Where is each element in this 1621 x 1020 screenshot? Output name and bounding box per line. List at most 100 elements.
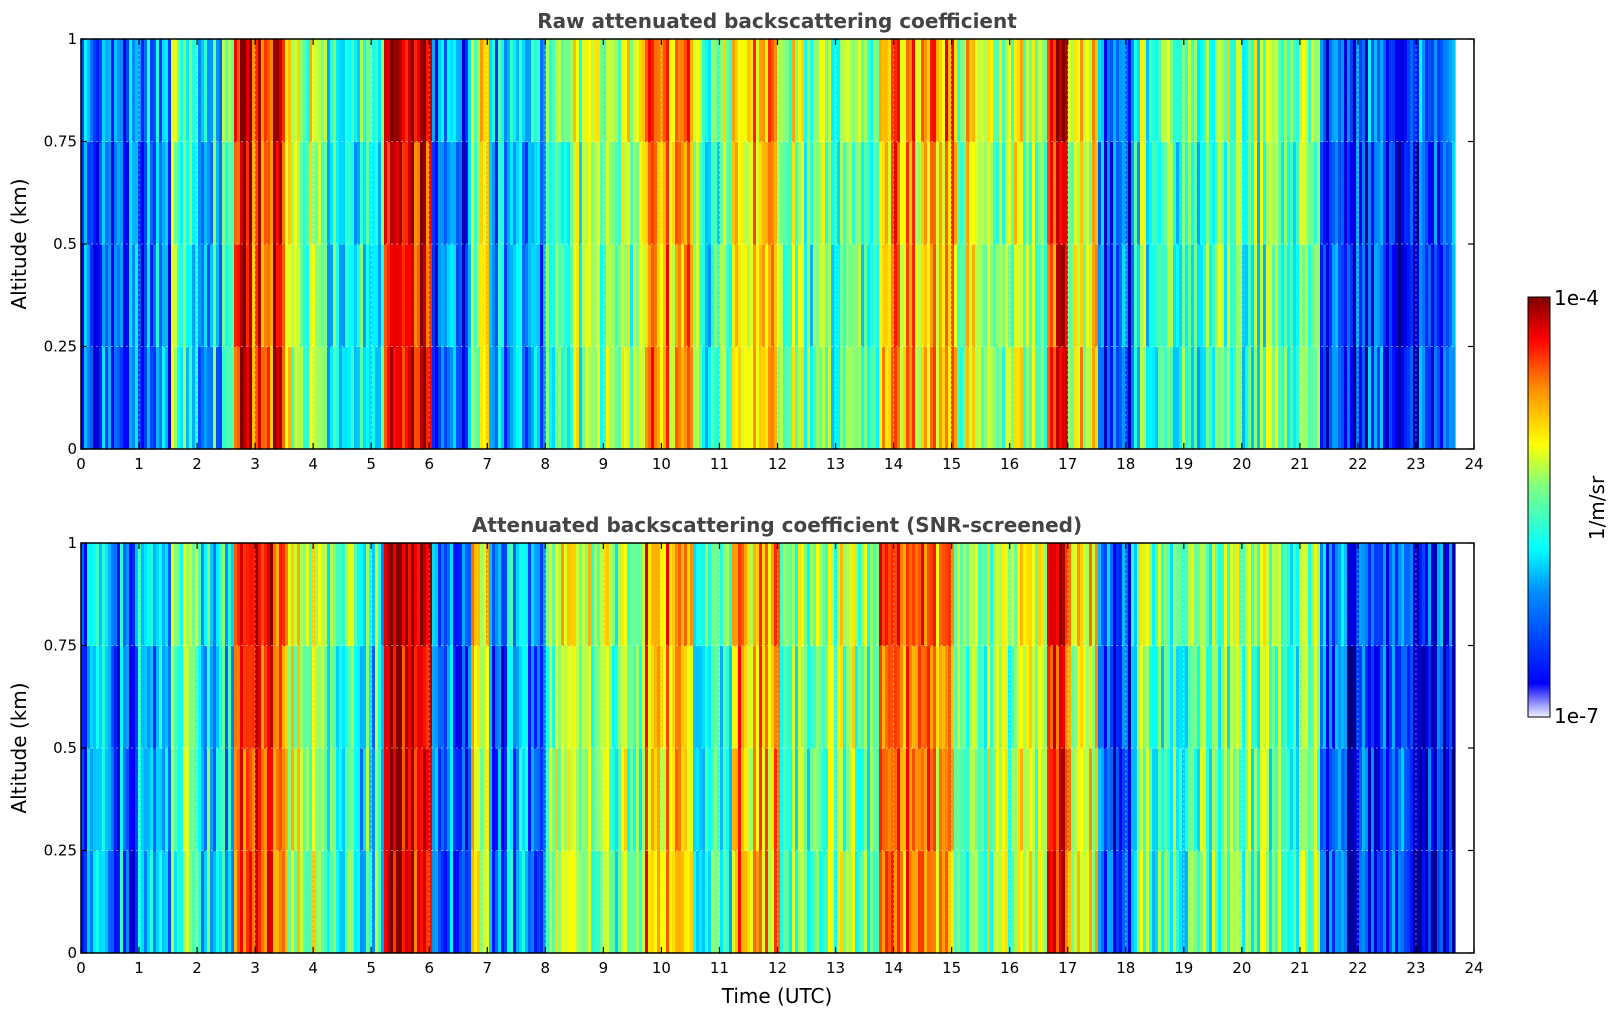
heatmap-cell — [1437, 244, 1441, 348]
heatmap-cell — [774, 39, 778, 143]
heatmap-cell — [1266, 141, 1270, 245]
heatmap-cell — [510, 645, 514, 749]
heatmap-cell — [933, 346, 937, 449]
heatmap-cell — [183, 850, 187, 953]
heatmap-cell — [558, 645, 562, 749]
heatmap-cell — [1149, 748, 1153, 852]
heatmap-cell — [381, 645, 385, 749]
heatmap-cell — [1101, 39, 1105, 143]
heatmap-cell — [684, 850, 688, 953]
heatmap-cell — [270, 748, 274, 852]
heatmap-cell — [435, 645, 439, 749]
heatmap-cell — [1224, 244, 1228, 348]
heatmap-cell — [603, 850, 607, 953]
heatmap-cell — [990, 39, 994, 143]
heatmap-cell — [339, 850, 343, 953]
heatmap-cell — [1068, 244, 1072, 348]
heatmap-cell — [1311, 748, 1315, 852]
heatmap-cell — [216, 645, 220, 749]
heatmap-cell — [1017, 346, 1021, 449]
heatmap-cell — [522, 346, 526, 449]
heatmap-cell — [756, 141, 760, 245]
heatmap-cell — [1299, 850, 1303, 953]
heatmap-cell — [243, 141, 247, 245]
heatmap-cell — [1248, 543, 1252, 647]
heatmap-cell — [393, 244, 397, 348]
heatmap-cell — [1167, 39, 1171, 143]
heatmap-cell — [456, 346, 460, 449]
heatmap-cell — [1167, 850, 1171, 953]
heatmap-cell — [846, 346, 850, 449]
heatmap-cell — [1383, 850, 1387, 953]
heatmap-cell — [1134, 244, 1138, 348]
heatmap-cell — [405, 346, 409, 449]
heatmap-cell — [939, 543, 943, 647]
heatmap-cell — [1425, 141, 1429, 245]
heatmap-cell — [189, 346, 193, 449]
heatmap-cell — [1053, 346, 1057, 449]
heatmap-cell — [510, 244, 514, 348]
heatmap-cell — [1023, 244, 1027, 348]
heatmap-cell — [1374, 141, 1378, 245]
heatmap-cell — [153, 543, 157, 647]
heatmap-cell — [873, 748, 877, 852]
heatmap-cell — [576, 850, 580, 953]
heatmap-cell — [798, 141, 802, 245]
heatmap-cell — [204, 645, 208, 749]
heatmap-cell — [1209, 543, 1213, 647]
heatmap-cell — [474, 39, 478, 143]
heatmap-cell — [1347, 244, 1351, 348]
heatmap-cell — [702, 850, 706, 953]
heatmap-cell — [189, 543, 193, 647]
heatmap-cell — [507, 346, 511, 449]
heatmap-cell — [1254, 244, 1258, 348]
heatmap-cell — [249, 346, 253, 449]
heatmap-cell — [498, 39, 502, 143]
heatmap-cell — [420, 543, 424, 647]
heatmap-cell — [282, 543, 286, 647]
heatmap-cell — [369, 244, 373, 348]
heatmap-cell — [885, 346, 889, 449]
heatmap-cell — [1197, 850, 1201, 953]
heatmap-cell — [600, 39, 604, 143]
heatmap-cell — [321, 645, 325, 749]
heatmap-cell — [564, 244, 568, 348]
heatmap-cell — [966, 39, 970, 143]
heatmap-cell — [582, 141, 586, 245]
heatmap-cell — [1185, 850, 1189, 953]
heatmap-cell — [714, 244, 718, 348]
heatmap-cell — [537, 748, 541, 852]
heatmap-cell — [852, 39, 856, 143]
heatmap-cell — [384, 346, 388, 449]
heatmap-cell — [672, 39, 676, 143]
heatmap-cell — [1359, 244, 1363, 348]
heatmap-cell — [1107, 850, 1111, 953]
heatmap-cell — [162, 141, 166, 245]
heatmap-cell — [984, 244, 988, 348]
heatmap-cell — [240, 850, 244, 953]
heatmap-cell — [1359, 346, 1363, 449]
heatmap-cell — [1296, 543, 1300, 647]
heatmap-cell — [417, 543, 421, 647]
heatmap-cell — [708, 645, 712, 749]
heatmap-cell — [747, 748, 751, 852]
heatmap-cell — [1095, 748, 1099, 852]
heatmap-cell — [339, 244, 343, 348]
heatmap-cell — [627, 748, 631, 852]
heatmap-cell — [639, 543, 643, 647]
heatmap-cell — [1212, 645, 1216, 749]
heatmap-cell — [1236, 543, 1240, 647]
heatmap-cell — [1329, 850, 1333, 953]
heatmap-cell — [1353, 244, 1357, 348]
heatmap-cell — [1308, 39, 1312, 143]
heatmap-cell — [555, 141, 559, 245]
heatmap-cell — [207, 645, 211, 749]
heatmap-cell — [429, 850, 433, 953]
heatmap-cell — [663, 244, 667, 348]
heatmap-cell — [1440, 39, 1444, 143]
heatmap-cell — [1188, 645, 1192, 749]
heatmap-cell — [879, 645, 883, 749]
heatmap-cell — [504, 39, 508, 143]
heatmap-cell — [153, 244, 157, 348]
heatmap-cell — [561, 244, 565, 348]
